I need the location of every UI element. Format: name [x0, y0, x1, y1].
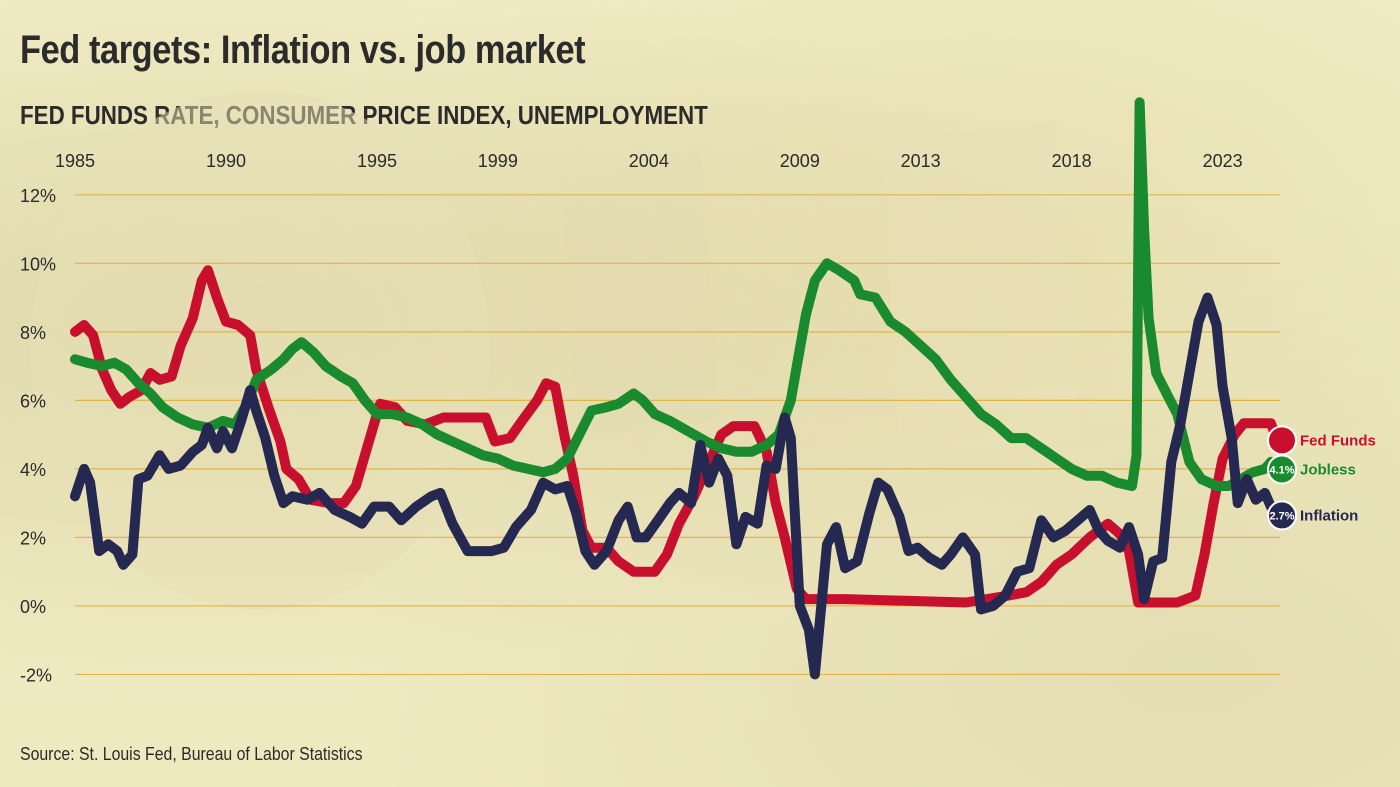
y-tick-label: -2%	[20, 665, 52, 685]
series-line-inflation	[70, 292, 1285, 680]
y-tick-label: 8%	[20, 323, 46, 343]
x-tick-label: 1985	[55, 151, 95, 171]
series-line-jobless	[70, 97, 1285, 491]
end-badge-jobless	[1267, 454, 1297, 485]
x-tick-label: 2009	[780, 151, 820, 171]
series-line-fed-funds	[70, 265, 1285, 608]
x-tick-label: 2018	[1052, 151, 1092, 171]
series-label-fed-funds: Fed Funds	[1300, 432, 1376, 449]
y-axis-ticks: -2% 0% 2% 4% 6% 8% 10% 12%	[20, 186, 56, 686]
end-badge-inflation	[1267, 500, 1297, 531]
y-tick-label: 0%	[20, 597, 46, 617]
x-tick-label: 1999	[478, 151, 518, 171]
y-tick-label: 4%	[20, 460, 46, 480]
end-badge-value-inflation: 2.7%	[1269, 510, 1294, 522]
page-title: Fed targets: Inflation vs. job market	[20, 28, 586, 72]
x-tick-label: 1995	[357, 151, 397, 171]
x-tick-label: 2013	[901, 151, 941, 171]
y-tick-label: 2%	[20, 528, 46, 548]
x-tick-label: 1990	[206, 151, 246, 171]
y-tick-label: 6%	[20, 391, 46, 411]
source-note: Source: St. Louis Fed, Bureau of Labor S…	[20, 744, 363, 764]
y-tick-label: 12%	[20, 186, 56, 206]
end-badge-value-jobless: 4.1%	[1269, 464, 1294, 476]
end-labels: Fed Funds 4.1% Jobless 2.7% Inflation	[1267, 425, 1376, 531]
series-lines	[70, 97, 1285, 680]
x-tick-label: 2004	[629, 151, 669, 171]
x-tick-label: 2023	[1203, 151, 1243, 171]
y-tick-label: 10%	[20, 254, 56, 274]
series-label-inflation: Inflation	[1300, 507, 1358, 524]
end-badge-fed-funds	[1267, 425, 1297, 456]
x-axis-ticks: 1985 1990 1995 1999 2004 2009 2013 2018 2023	[55, 151, 1243, 171]
series-label-jobless: Jobless	[1300, 461, 1356, 478]
